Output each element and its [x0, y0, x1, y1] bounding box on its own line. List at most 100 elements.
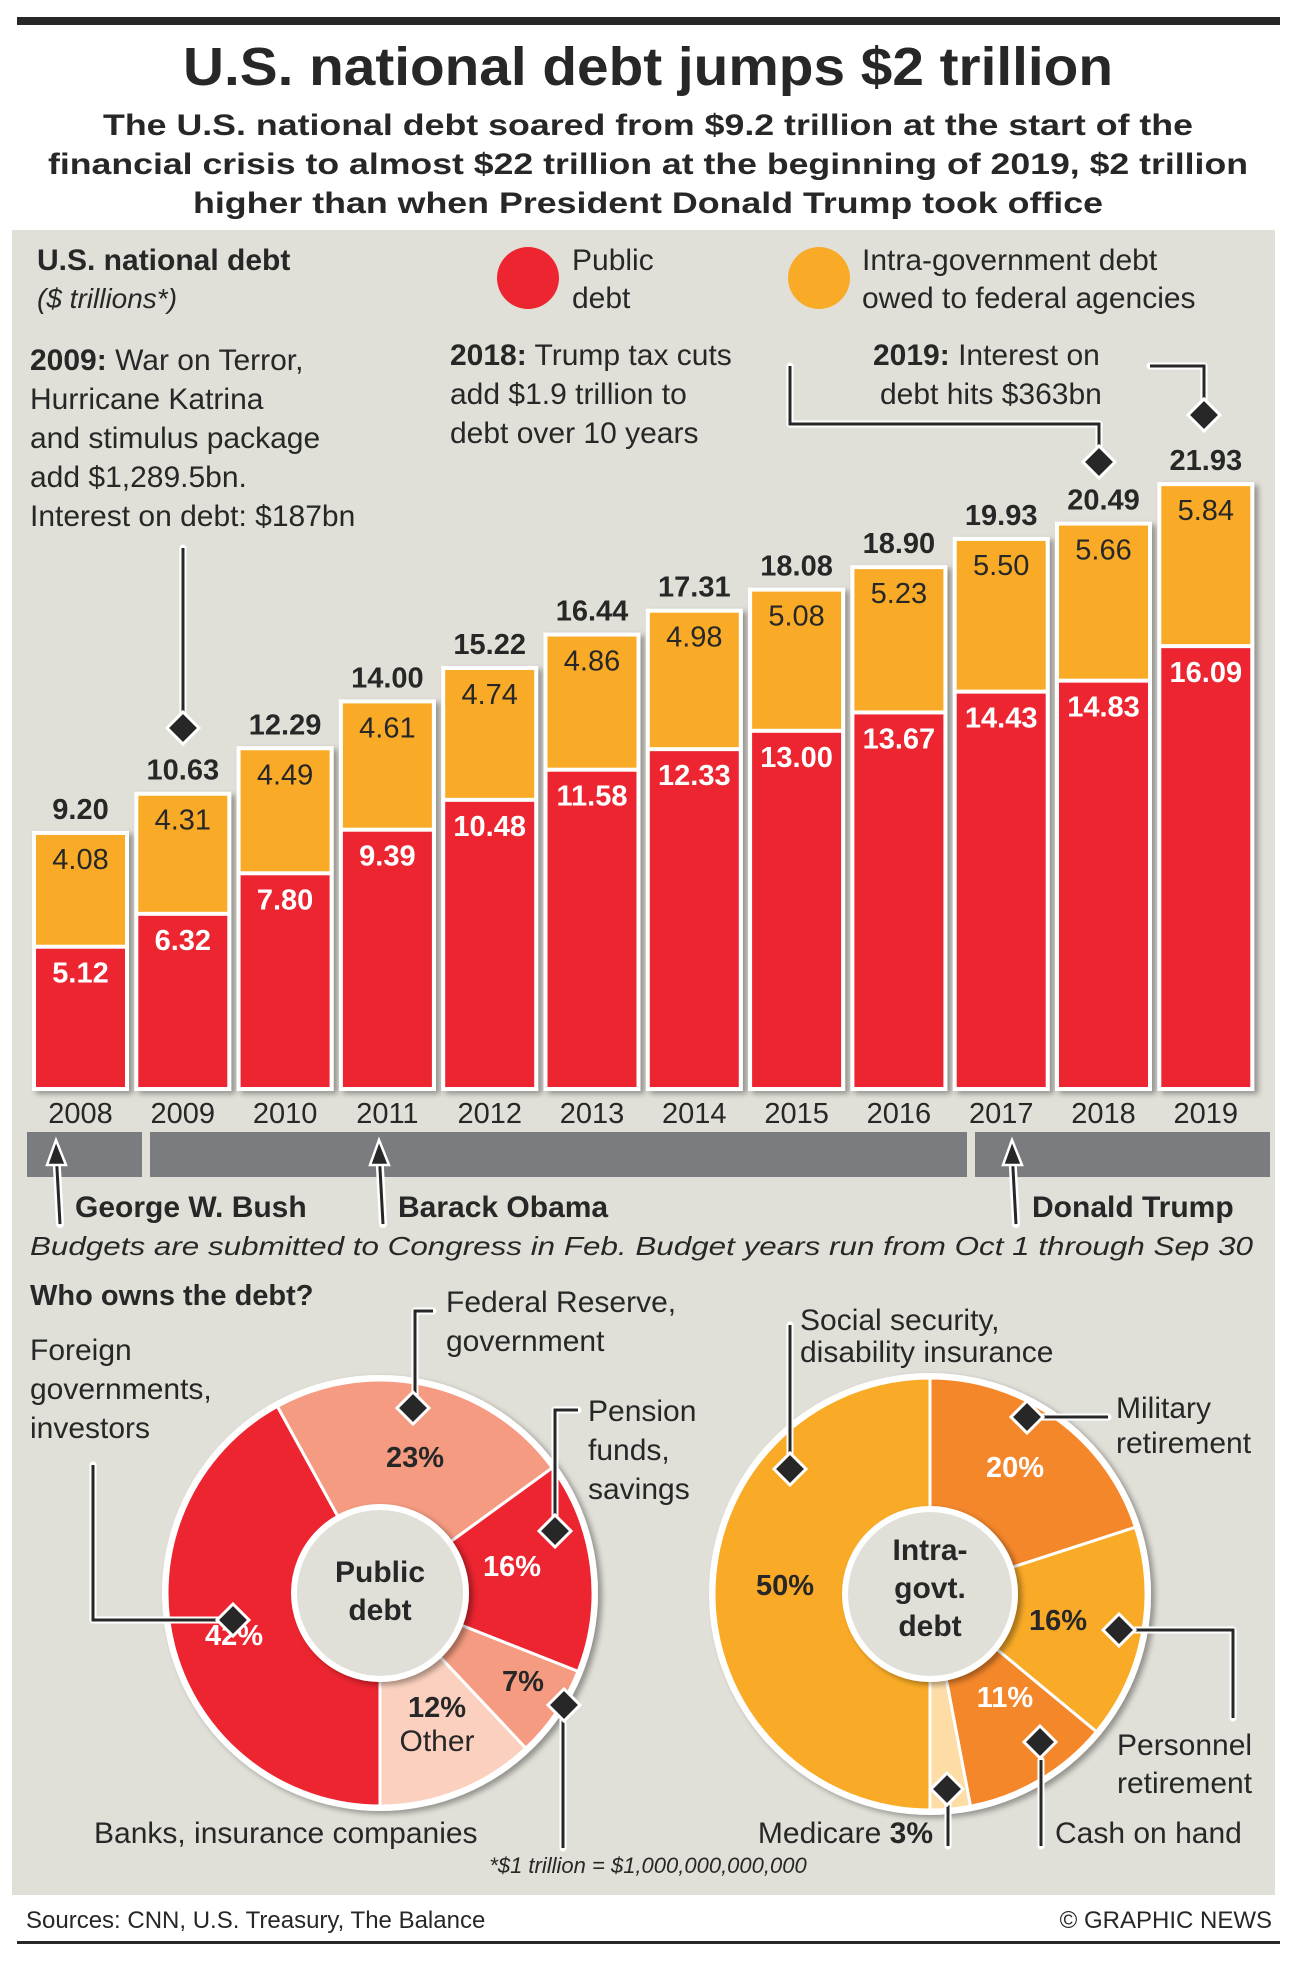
label-cash: Cash on hand	[1055, 1817, 1242, 1850]
bar-label-public-2012: 10.48	[453, 811, 526, 843]
label-military-2: retirement	[1116, 1427, 1252, 1460]
annotation-2009-line-3: and stimulus package	[30, 422, 320, 455]
bar-public-2011	[342, 831, 432, 1087]
callout-diamond-icon	[1021, 1723, 1059, 1761]
arrow-up-icon	[45, 1136, 68, 1228]
top-rule	[17, 17, 1280, 25]
donut-center-label: govt.	[894, 1572, 966, 1605]
bar-label-intra-2008: 4.08	[52, 844, 108, 876]
bar-label-public-2008: 5.12	[52, 958, 108, 990]
bar-public-2019	[1161, 648, 1251, 1087]
bar-intra-2015	[752, 591, 842, 729]
donut-slice-label-other: Other	[399, 1725, 474, 1758]
president-label-bush: George W. Bush	[75, 1191, 307, 1224]
legend-intra-swatch	[788, 247, 850, 309]
bar-intra-2016	[854, 569, 944, 711]
bar-total-label-2018: 20.49	[1067, 485, 1140, 517]
x-tick-label-2010: 2010	[253, 1098, 318, 1130]
bar-total-label-2012: 15.22	[453, 629, 526, 661]
legend-intra-label-1: Intra-government debt	[862, 244, 1158, 277]
annotation-2009-line-2: Hurricane Katrina	[30, 383, 264, 416]
label-foreign-2: governments,	[30, 1373, 212, 1406]
subtitle-line-1: The U.S. national debt soared from $9.2 …	[103, 109, 1193, 142]
label-pension-2: funds,	[588, 1434, 670, 1467]
x-tick-label-2019: 2019	[1174, 1098, 1239, 1130]
president-bar-trump	[975, 1132, 1270, 1177]
annotation-2018-line-1: 2018: Trump tax cuts	[450, 339, 732, 372]
bar-group-2017: 5.50 14.43 19.93	[952, 500, 1050, 1091]
bar-intra-2012	[445, 669, 535, 798]
bar-label-intra-2013: 4.86	[564, 646, 620, 678]
bar-label-public-2014: 12.33	[658, 760, 731, 792]
donut-value-label-0: 20%	[986, 1452, 1044, 1484]
bar-label-public-2015: 13.00	[760, 742, 833, 774]
label-foreign-3: investors	[30, 1412, 150, 1445]
bar-total-label-2015: 18.08	[760, 551, 833, 583]
bar-public-2012	[445, 801, 535, 1087]
donut-value-label-3: 7%	[502, 1666, 544, 1698]
bar-total-label-2013: 16.44	[556, 596, 629, 628]
bar-label-public-2013: 11.58	[557, 781, 628, 813]
annotation-2019-line-1: 2019: Interest on	[873, 339, 1100, 372]
bar-label-public-2017: 14.43	[965, 703, 1038, 735]
label-social-security-2: disability insurance	[800, 1336, 1053, 1369]
callout-diamond-icon	[214, 1601, 252, 1639]
president-bar-obama	[150, 1132, 967, 1177]
arrow-up-icon	[1001, 1136, 1024, 1228]
label-fed-2: government	[446, 1325, 605, 1358]
callout-personnel	[1100, 1611, 1237, 1722]
footnote: *$1 trillion = $1,000,000,000,000	[489, 1853, 807, 1878]
budget-note: Budgets are submitted to Congress in Feb…	[30, 1231, 1254, 1261]
bar-public-2010	[240, 875, 330, 1087]
bar-total-label-2017: 19.93	[965, 500, 1038, 532]
bar-chart-units: ($ trillions*)	[37, 283, 177, 314]
annotation-2009: 2009: War on Terror, Hurricane Katrina a…	[30, 344, 355, 747]
label-pension-3: savings	[588, 1473, 690, 1506]
bar-public-2017	[956, 693, 1046, 1087]
bar-group-2014: 4.98 12.33 17.31	[645, 572, 743, 1091]
sources: Sources: CNN, U.S. Treasury, The Balance	[26, 1907, 485, 1934]
bar-label-intra-2011: 4.61	[359, 712, 415, 744]
donut-value-label-1: 16%	[1029, 1605, 1087, 1637]
bar-chart-title: U.S. national debt	[37, 244, 290, 277]
label-military-1: Military	[1116, 1392, 1211, 1425]
annotation-2019-line-2: debt hits $363bn	[880, 378, 1102, 411]
bar-total-label-2011: 14.00	[351, 662, 424, 694]
bar-public-2009	[138, 915, 228, 1087]
legend-public-label-2: debt	[572, 282, 631, 315]
callout-diamond-icon	[1100, 1611, 1138, 1649]
intra-donut-callouts: Social security, disability insurance Mi…	[758, 1304, 1253, 1850]
donut-hole	[291, 1504, 469, 1682]
label-banks: Banks, insurance companies	[94, 1817, 478, 1850]
bar-intra-2014	[649, 612, 739, 748]
bar-intra-2011	[342, 703, 432, 828]
callout-military	[1008, 1398, 1112, 1436]
bar-label-public-2010: 7.80	[257, 884, 313, 916]
annotation-2009-line-5: Interest on debt: $187bn	[30, 500, 355, 533]
callout-diamond-icon	[545, 1686, 583, 1724]
arrow-up-icon	[368, 1136, 391, 1228]
donut-center-label: Public	[335, 1556, 425, 1589]
bar-label-public-2016: 13.67	[863, 723, 936, 755]
bar-label-intra-2012: 4.74	[461, 679, 517, 711]
annotation-2009-line-1: 2009: War on Terror,	[30, 344, 303, 377]
callout-diamond-icon	[536, 1512, 574, 1550]
x-tick-label-2016: 2016	[867, 1098, 932, 1130]
bar-intra-2019	[1161, 486, 1251, 645]
credit: © GRAPHIC NEWS	[1060, 1907, 1272, 1934]
donut-value-label-2: 11%	[977, 1682, 1034, 1714]
label-personnel-1: Personnel	[1117, 1729, 1252, 1762]
callout-social-security	[771, 1321, 809, 1488]
x-tick-label-2015: 2015	[764, 1098, 829, 1130]
bar-intra-2008	[36, 834, 125, 945]
bar-group-2015: 5.08 13.00 18.08	[748, 551, 846, 1091]
x-tick-label-2018: 2018	[1071, 1098, 1136, 1130]
callout-diamond-icon	[394, 1389, 432, 1427]
annotation-2018-diamond-icon	[1080, 443, 1118, 481]
bar-total-label-2010: 12.29	[249, 709, 322, 741]
bar-group-2016: 5.23 13.67 18.90	[850, 528, 948, 1091]
bar-intra-2010	[240, 750, 330, 872]
legend-public-label-1: Public	[572, 244, 654, 277]
donut-center-label: debt	[898, 1610, 961, 1643]
